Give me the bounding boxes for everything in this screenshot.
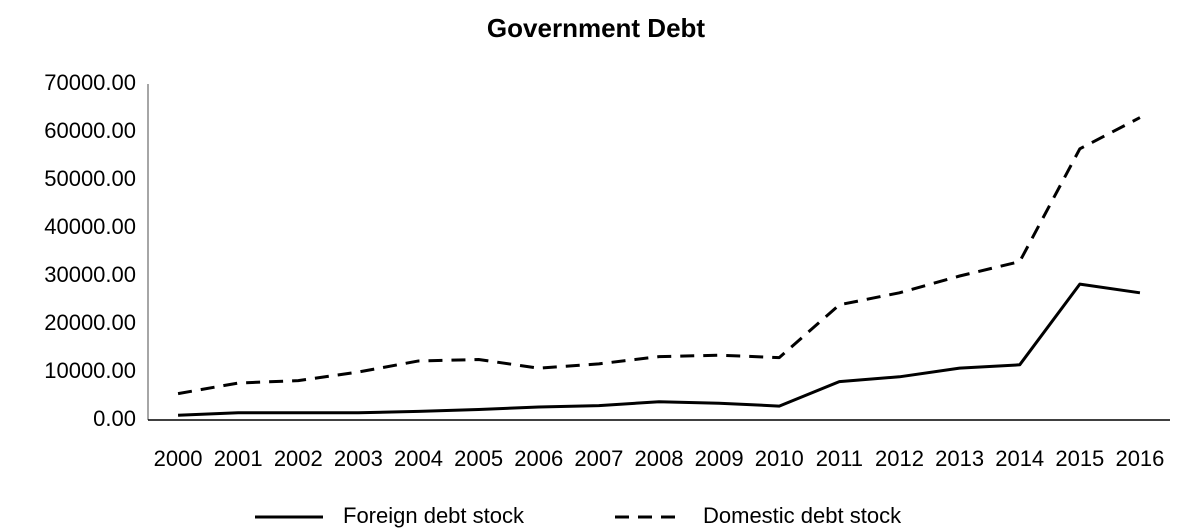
y-tick-label: 10000.00 bbox=[44, 358, 136, 383]
legend-label: Foreign debt stock bbox=[343, 503, 525, 528]
x-tick-label: 2001 bbox=[214, 446, 263, 471]
x-tick-label: 2012 bbox=[875, 446, 924, 471]
y-tick-label: 50000.00 bbox=[44, 166, 136, 191]
y-tick-label: 40000.00 bbox=[44, 214, 136, 239]
legend-label: Domestic debt stock bbox=[703, 503, 902, 528]
series-line bbox=[177, 282, 1141, 417]
x-tick-label: 2000 bbox=[154, 446, 203, 471]
x-tick-label: 2011 bbox=[816, 446, 863, 471]
series-line bbox=[177, 116, 1141, 396]
x-tick-label: 2007 bbox=[574, 446, 623, 471]
x-tick-label: 2004 bbox=[394, 446, 443, 471]
x-tick-label: 2002 bbox=[274, 446, 323, 471]
y-tick-label: 70000.00 bbox=[44, 70, 136, 95]
y-tick-label: 30000.00 bbox=[44, 262, 136, 287]
y-tick-label: 60000.00 bbox=[44, 118, 136, 143]
x-tick-label: 2010 bbox=[755, 446, 804, 471]
x-tick-label: 2008 bbox=[635, 446, 684, 471]
x-tick-label: 2006 bbox=[514, 446, 563, 471]
x-tick-label: 2005 bbox=[454, 446, 503, 471]
x-tick-label: 2013 bbox=[935, 446, 984, 471]
x-tick-label: 2016 bbox=[1115, 446, 1164, 471]
x-tick-label: 2009 bbox=[695, 446, 744, 471]
y-tick-label: 20000.00 bbox=[44, 310, 136, 335]
x-tick-label: 2015 bbox=[1055, 446, 1104, 471]
chart-title: Government Debt bbox=[487, 13, 705, 43]
y-tick-label: 0.00 bbox=[93, 406, 136, 431]
x-tick-label: 2003 bbox=[334, 446, 383, 471]
x-tick-label: 2014 bbox=[995, 446, 1044, 471]
